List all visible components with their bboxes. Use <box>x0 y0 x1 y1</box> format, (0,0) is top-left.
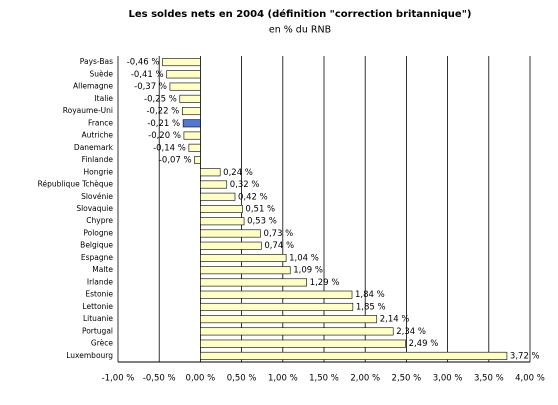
value-label: 1,84 % <box>355 290 385 300</box>
value-label: -0,07 % <box>159 156 192 166</box>
bar <box>200 351 508 360</box>
value-label: 0,53 % <box>247 217 277 227</box>
value-label: 0,32 % <box>230 180 260 190</box>
value-label: 2,14 % <box>380 315 410 325</box>
bar <box>200 217 245 226</box>
value-label: -0,14 % <box>153 143 186 153</box>
bar <box>200 302 354 311</box>
value-label: 1,29 % <box>310 278 340 288</box>
x-tick-label: 2,00 % <box>350 374 380 384</box>
category-label: Pays-Bas <box>80 57 113 66</box>
category-label: Autriche <box>82 131 114 140</box>
x-tick-label: 0,00 % <box>186 374 216 384</box>
x-tick-label: 1,00 % <box>268 374 298 384</box>
value-label: 0,73 % <box>264 229 294 239</box>
category-label: Portugal <box>82 326 113 335</box>
category-label: Espagne <box>81 253 114 262</box>
bar <box>200 229 261 238</box>
bar <box>200 315 378 324</box>
category-label: Belgique <box>80 241 113 250</box>
bar <box>200 266 291 275</box>
category-label: Slovaquie <box>76 204 113 213</box>
value-label: 3,72 % <box>510 351 540 361</box>
value-label: 1,04 % <box>289 253 319 263</box>
value-label: -0,25 % <box>144 94 177 104</box>
category-label: Danemark <box>74 143 114 152</box>
category-label: Suède <box>89 69 113 78</box>
bar <box>200 180 228 189</box>
bar <box>200 278 307 287</box>
bar <box>200 327 394 336</box>
bar <box>200 339 406 348</box>
x-tick-label: 3,50 % <box>474 374 504 384</box>
bar <box>162 58 201 67</box>
bar <box>200 205 243 213</box>
bar <box>183 131 201 140</box>
category-label: Lettonie <box>82 302 113 311</box>
value-label: 0,42 % <box>238 192 268 202</box>
value-label: 0,51 % <box>245 205 275 215</box>
bar <box>182 119 201 128</box>
chart-subtitle: en % du RNB <box>269 25 331 36</box>
category-label: Luxembourg <box>66 351 113 360</box>
value-label: 2,34 % <box>396 327 426 337</box>
x-tick-label: 1,50 % <box>309 374 339 384</box>
bar <box>179 94 201 103</box>
value-label: -0,21 % <box>147 119 180 129</box>
chart-title: Les soldes nets en 2004 (définition "cor… <box>129 8 472 20</box>
x-tick-label: 3,00 % <box>433 374 463 384</box>
bar <box>188 143 201 152</box>
category-label: Grèce <box>91 339 113 348</box>
category-label: Chypre <box>86 216 113 225</box>
category-label: Hongrie <box>83 167 113 176</box>
category-label: Slovénie <box>81 192 113 201</box>
bar <box>166 70 201 79</box>
bar <box>200 192 236 201</box>
category-label: Lituanie <box>83 314 113 323</box>
category-label: Finlande <box>82 155 114 164</box>
category-label: Allemagne <box>73 82 113 91</box>
category-label: Italie <box>94 94 113 103</box>
bar <box>200 253 287 262</box>
value-label: 0,24 % <box>223 168 253 178</box>
category-label: Malte <box>92 265 113 274</box>
bar <box>200 290 353 299</box>
category-label: France <box>88 118 113 127</box>
x-tick-label: 0,50 % <box>227 374 257 384</box>
value-label: -0,46 % <box>127 58 160 68</box>
bar <box>200 168 221 177</box>
bar <box>169 82 201 91</box>
x-tick-label: 4,00 % <box>515 374 545 384</box>
category-label: Pologne <box>83 228 113 237</box>
x-tick-label: 2,50 % <box>392 374 422 384</box>
bar <box>194 156 201 165</box>
value-label: 2,49 % <box>409 339 439 349</box>
value-label: -0,41 % <box>131 70 164 80</box>
value-label: 1,09 % <box>293 266 323 276</box>
bar <box>200 241 262 250</box>
category-label: Royaume-Uni <box>63 106 113 115</box>
value-label: -0,37 % <box>134 82 167 92</box>
value-label: -0,22 % <box>146 107 179 117</box>
category-label: Estonie <box>85 290 113 299</box>
bar <box>181 107 201 116</box>
value-label: 0,74 % <box>264 241 294 251</box>
category-label: Irlande <box>87 277 113 286</box>
x-tick-label: -1,00 % <box>102 374 135 384</box>
value-label: 1,85 % <box>356 302 386 312</box>
category-label: République Tchèque <box>38 180 114 189</box>
x-tick-label: -0,50 % <box>143 374 176 384</box>
value-label: -0,20 % <box>148 131 181 141</box>
